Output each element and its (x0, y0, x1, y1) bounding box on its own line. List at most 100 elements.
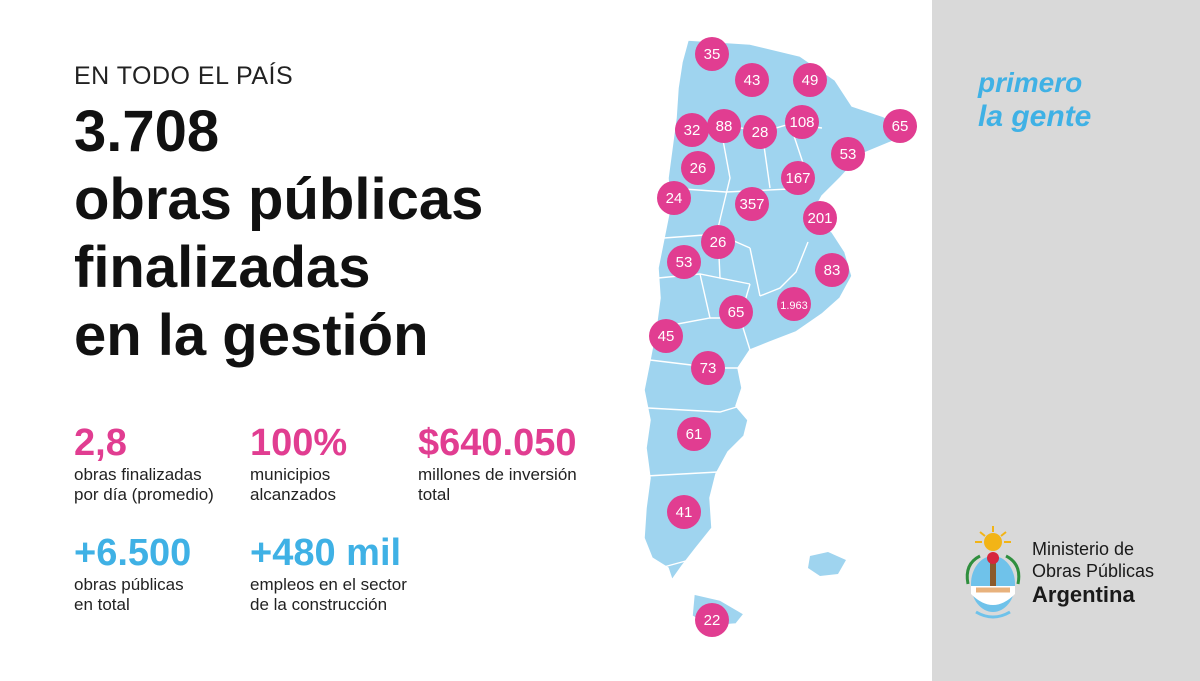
map-badge-circle (743, 115, 777, 149)
map-badge-label: 108 (789, 114, 814, 131)
map-badge-label: 65 (892, 118, 909, 135)
stat-inversion: $640.050 millones de inversión total (418, 424, 577, 505)
headline-line-3: finalizadas (74, 235, 371, 300)
map-badge-circle (815, 253, 849, 287)
map-badge-label: 41 (676, 504, 693, 521)
map-badge: 26 (681, 151, 715, 185)
map-badge-circle (657, 181, 691, 215)
argentina-map: 35 43 49 32 88 28 108 65 26 53 167 24 357 201 26 53 83 1.… (600, 28, 930, 648)
map-badge: 1.963 (777, 287, 811, 321)
map-badge-label: 43 (744, 72, 761, 89)
brand-word-2: la gente (978, 100, 1092, 133)
stat-label-line: empleos en el sector (250, 575, 407, 594)
map-badge-label: 26 (690, 160, 707, 177)
map-badge-circle (667, 245, 701, 279)
ministry-line-2: Obras Públicas (1032, 561, 1155, 581)
stat-value: +6.500 (74, 532, 192, 574)
stat-label-line: por día (promedio) (74, 485, 214, 504)
brand-logo: primero la gente (978, 66, 1091, 134)
map-badge-circle (667, 495, 701, 529)
map-badge-label: 201 (807, 210, 832, 227)
map-badge: 65 (883, 109, 917, 143)
map-badge-label: 53 (676, 254, 693, 271)
map-badge: 26 (701, 225, 735, 259)
map-badge-circle (701, 225, 735, 259)
map-badge: 43 (735, 63, 769, 97)
stat-label: empleos en el sector de la construcción (250, 575, 407, 615)
map-badge-circle (719, 295, 753, 329)
brand-word-1: primero (978, 67, 1083, 98)
map-malvinas (808, 552, 846, 576)
map-badge: 65 (719, 295, 753, 329)
headline-line-1: 3.708 (74, 99, 220, 164)
map-badge-circle (695, 37, 729, 71)
stat-label-line: municipios (250, 465, 331, 484)
map-badge-circle (781, 161, 815, 195)
headline-line-2: obras públicas (74, 167, 484, 232)
argentina-map-svg: 35 43 49 32 88 28 108 65 26 53 167 24 357 201 26 53 83 1.… (643, 37, 917, 637)
map-badge: 22 (695, 603, 729, 637)
map-badge-circle (691, 351, 725, 385)
map-badge-label: 35 (704, 46, 721, 63)
map-badge-circle (735, 63, 769, 97)
map-badge-label: 32 (684, 122, 701, 139)
map-badge: 24 (657, 181, 691, 215)
map-badge-label: 167 (785, 170, 810, 187)
stat-label-line: millones de inversión (418, 465, 577, 484)
map-badge-label: 83 (824, 262, 841, 279)
stat-value: 100% (250, 422, 348, 464)
map-badge: 53 (667, 245, 701, 279)
map-badge-label: 53 (840, 146, 857, 163)
map-badge: 73 (691, 351, 725, 385)
map-badge-label: 73 (700, 360, 717, 377)
headline: 3.708 obras públicas finalizadas en la g… (74, 98, 594, 370)
map-badge-label: 88 (716, 118, 733, 135)
stat-label-line: de la construcción (250, 595, 388, 614)
stat-label: municipios alcanzados (250, 465, 347, 505)
map-badge: 201 (803, 201, 837, 235)
map-badge: 41 (667, 495, 701, 529)
stat-label: obras públicas en total (74, 575, 191, 615)
map-badge-circle (803, 201, 837, 235)
map-badge-label: 26 (710, 234, 727, 251)
map-badge-label: 24 (666, 190, 683, 207)
stat-value: $640.050 (418, 422, 577, 464)
map-badge-label: 22 (704, 612, 721, 629)
map-badge-circle (777, 287, 811, 321)
map-badge-circle (785, 105, 819, 139)
map-badge-circle (831, 137, 865, 171)
map-badge-circle (677, 417, 711, 451)
stat-label-line: en total (74, 595, 130, 614)
map-badge: 88 (707, 109, 741, 143)
ministry-line-3: Argentina (1032, 582, 1135, 607)
stat-label: millones de inversión total (418, 465, 577, 505)
ministry-logo: Ministerio de Obras Públicas Argentina (960, 524, 1190, 624)
map-badge-circle (707, 109, 741, 143)
map-badge-label: 65 (728, 304, 745, 321)
map-badge: 35 (695, 37, 729, 71)
ministry-line-1: Ministerio de (1032, 539, 1135, 559)
map-badge-circle (695, 603, 729, 637)
map-badge: 357 (735, 187, 769, 221)
map-badge: 32 (675, 113, 709, 147)
map-badge: 28 (743, 115, 777, 149)
stat-label-line: total (418, 485, 451, 504)
stat-per-day: 2,8 obras finalizadas por día (promedio) (74, 424, 214, 505)
map-badge-label: 49 (802, 72, 819, 89)
stat-value: +480 mil (250, 532, 402, 574)
map-badge-circle (735, 187, 769, 221)
map-badge-label: 28 (752, 124, 769, 141)
map-badge-label: 61 (686, 426, 703, 443)
map-badge-circle (675, 113, 709, 147)
stat-label-line: obras finalizadas (74, 465, 202, 484)
map-badge-label: 1.963 (780, 300, 808, 312)
stat-empleos: +480 mil empleos en el sector de la cons… (250, 534, 407, 615)
map-badge: 45 (649, 319, 683, 353)
map-badge-circle (793, 63, 827, 97)
map-badge: 53 (831, 137, 865, 171)
stat-label: obras finalizadas por día (promedio) (74, 465, 214, 505)
map-badge: 61 (677, 417, 711, 451)
map-badge-label: 357 (739, 196, 764, 213)
stat-label-line: obras públicas (74, 575, 184, 594)
map-badge-label: 45 (658, 328, 675, 345)
